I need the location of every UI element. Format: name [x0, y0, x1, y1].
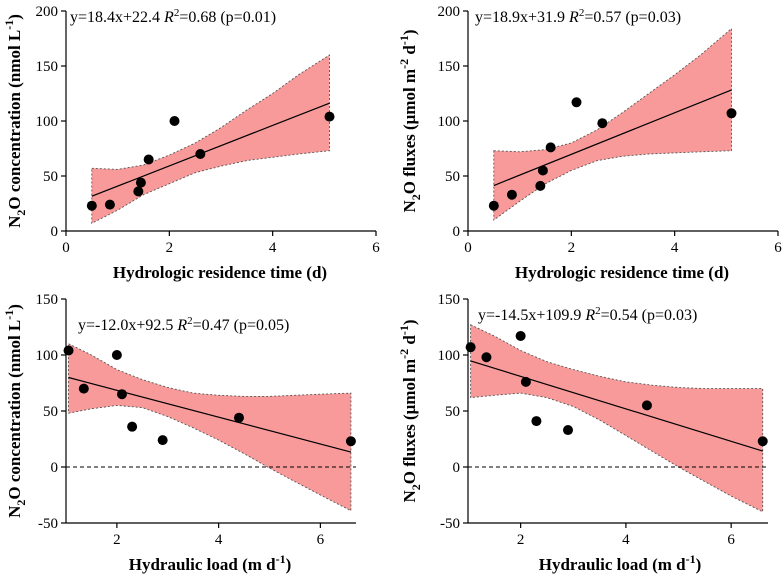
- confidence-band: [68, 343, 352, 512]
- regression-equation: y=18.9x+31.9 R2=0.57 (p=0.03): [475, 7, 681, 26]
- y-tick-label: 150: [36, 59, 59, 75]
- data-point: [506, 189, 517, 200]
- data-point: [104, 199, 115, 210]
- data-point: [116, 389, 127, 400]
- x-tick-label: 4: [269, 240, 277, 256]
- data-point: [481, 352, 492, 363]
- data-point: [111, 350, 122, 360]
- y-tick-label: 150: [438, 59, 461, 75]
- x-axis-title: Hydraulic load (m d-1): [129, 552, 292, 574]
- data-point: [520, 376, 531, 387]
- data-point: [545, 142, 556, 153]
- data-point: [169, 116, 180, 126]
- y-tick-label: 0: [453, 224, 461, 240]
- x-tick-label: 2: [568, 240, 576, 256]
- data-point: [324, 111, 335, 122]
- y-tick-label: 0: [51, 224, 59, 240]
- regression-equation: y=18.4x+22.4 R2=0.68 (p=0.01): [70, 7, 276, 26]
- data-point: [135, 177, 146, 188]
- data-point: [195, 149, 206, 159]
- x-tick-label: 6: [372, 240, 380, 256]
- x-tick-label: 6: [727, 532, 735, 548]
- data-point: [488, 200, 499, 211]
- y-axis-title: N2O fluxes (μmol m-2 d-1): [397, 320, 423, 503]
- y-tick-label: 50: [43, 169, 58, 185]
- y-tick-label: 100: [438, 114, 461, 130]
- y-tick-label: -50: [38, 516, 58, 532]
- x-tick-label: 2: [517, 532, 525, 548]
- data-point: [531, 416, 542, 427]
- data-point: [143, 154, 154, 165]
- data-point: [63, 345, 74, 356]
- data-point: [465, 342, 476, 353]
- y-axis-title: N2O concentration (nmol L-1): [2, 304, 28, 518]
- data-point: [233, 412, 244, 423]
- y-tick-label: 100: [438, 348, 461, 364]
- x-tick-label: 2: [166, 240, 174, 256]
- regression-line: [91, 102, 330, 197]
- data-point: [86, 200, 97, 211]
- x-axis-title: Hydraulic load (m d-1): [539, 552, 702, 574]
- x-tick-label: 4: [622, 532, 630, 548]
- regression-equation: y=-12.0x+92.5 R2=0.47 (p=0.05): [78, 315, 289, 334]
- y-tick-label: 50: [445, 404, 460, 420]
- y-tick-label: 100: [36, 114, 59, 130]
- data-point: [78, 383, 89, 394]
- y-tick-label: 0: [453, 460, 461, 476]
- y-tick-label: 0: [51, 460, 59, 476]
- data-point: [127, 421, 138, 432]
- y-tick-label: 50: [445, 169, 460, 185]
- data-point: [133, 186, 144, 197]
- data-point: [726, 108, 737, 119]
- confidence-band: [91, 54, 330, 225]
- y-tick-label: 200: [438, 4, 461, 20]
- x-axis-title: Hydrologic residence time (d): [515, 263, 729, 282]
- x-tick-label: 4: [215, 532, 223, 548]
- y-tick-label: 200: [36, 4, 59, 20]
- panel-4: -50 0 50 100 150 2 4 6 y=-14.5x+109.9 R2=0.54 (p…: [397, 292, 768, 574]
- confidence-band: [470, 324, 764, 513]
- regression-line: [68, 376, 352, 453]
- y-tick-label: 100: [36, 348, 59, 364]
- data-point: [757, 436, 768, 447]
- data-point: [157, 435, 168, 446]
- x-tick-label: 0: [62, 240, 70, 256]
- x-tick-label: 2: [113, 532, 121, 548]
- panel-2: 0 50 100 150 200 0 2 4 6 y=18.9x+31.9 R2=0.57 (p=…: [397, 4, 782, 282]
- data-point: [571, 97, 582, 108]
- x-tick-label: 0: [464, 240, 472, 256]
- y-tick-label: 50: [43, 404, 58, 420]
- data-point: [563, 425, 573, 436]
- y-axis-title: N2O concentration (nmol L-1): [2, 14, 28, 228]
- data-point: [537, 165, 548, 176]
- data-point: [515, 330, 526, 341]
- regression-line: [470, 360, 763, 452]
- y-tick-label: -50: [440, 516, 460, 532]
- x-axis-title: Hydrologic residence time (d): [113, 263, 327, 282]
- data-point: [597, 118, 608, 129]
- confidence-band: [493, 27, 732, 221]
- y-axis-title: N2O fluxes (μmol m-2 d-1): [397, 30, 423, 213]
- regression-line: [493, 89, 732, 187]
- data-point: [535, 180, 546, 191]
- x-tick-label: 6: [317, 532, 325, 548]
- y-tick-label: 150: [438, 292, 461, 308]
- panel-1: 0 50 100 150 200 0 2 4 6 y=18.4x+22.4 R2=0.68 (p=…: [2, 4, 380, 282]
- data-point: [641, 400, 652, 411]
- data-point: [345, 436, 356, 447]
- panel-3: -50 0 50 100 150 2 4 6 y=-12.0x+92.5 R2=0.47 (p=…: [2, 292, 356, 574]
- y-tick-label: 150: [36, 292, 59, 308]
- regression-equation: y=-14.5x+109.9 R2=0.54 (p=0.03): [478, 305, 697, 324]
- x-tick-label: 6: [774, 240, 782, 256]
- x-tick-label: 4: [671, 240, 679, 256]
